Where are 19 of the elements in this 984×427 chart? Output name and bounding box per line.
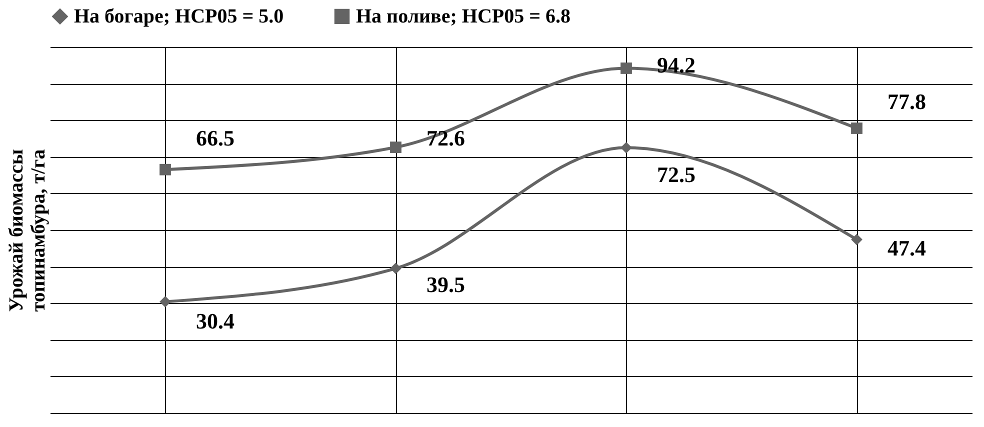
data-label: 39.5 (426, 272, 465, 297)
point (620, 62, 632, 74)
point (390, 262, 402, 274)
data-label: 30.4 (196, 308, 234, 334)
point (160, 296, 171, 308)
point (390, 142, 402, 153)
legend-label: На поливе; НСР05 = 6.8 (356, 5, 571, 28)
data-label: 72.6 (426, 126, 465, 150)
point (851, 234, 862, 246)
data-label: 77.8 (888, 88, 926, 114)
data-label: 94.2 (657, 52, 696, 78)
point (620, 142, 632, 154)
data-label: 47.4 (888, 235, 926, 260)
point (851, 122, 862, 134)
y-axis-title: Урожай биомассы топинамбура, т/га (6, 148, 50, 312)
data-label: 72.5 (657, 162, 696, 188)
legend-label: На богаре; НСР05 = 5.0 (74, 5, 284, 28)
point (160, 164, 171, 176)
data-label: 66.5 (196, 126, 234, 150)
